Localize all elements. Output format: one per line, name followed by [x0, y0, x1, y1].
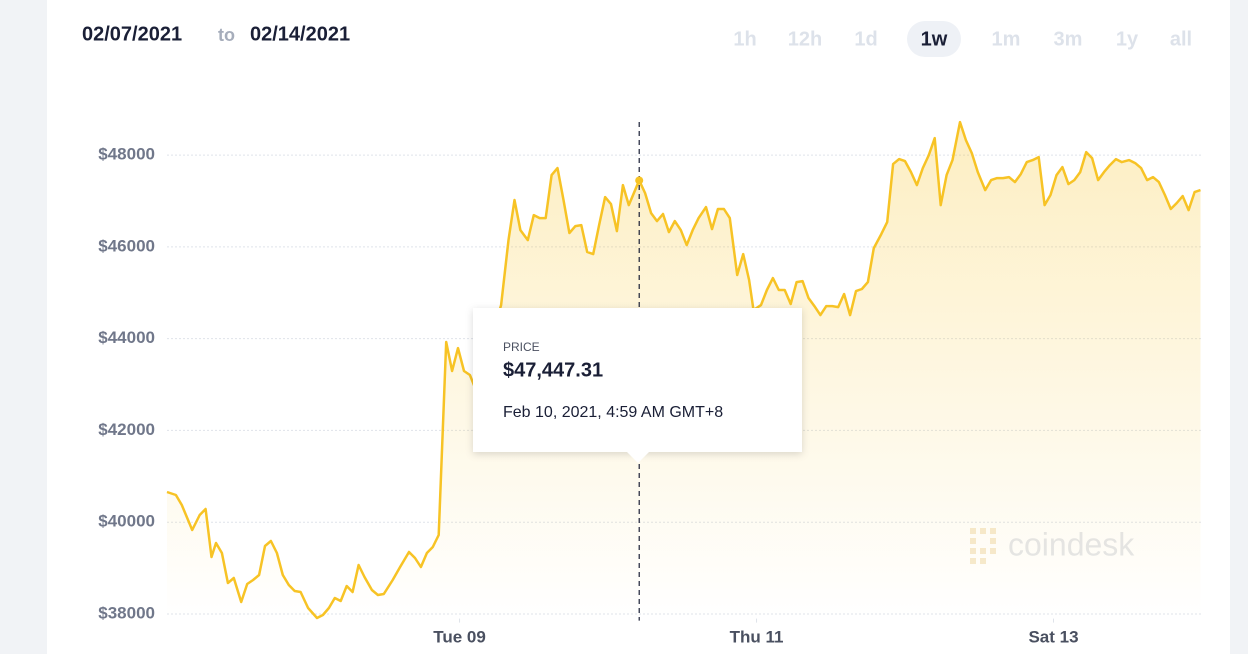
price-line: [166, 120, 1201, 620]
range-button[interactable]: 1m: [992, 28, 1021, 50]
tooltip-pointer: [626, 451, 650, 463]
range-button[interactable]: 3m: [1054, 28, 1083, 50]
y-tick-label: $46000: [98, 236, 155, 255]
range-button[interactable]: 12h: [788, 28, 822, 50]
x-tick-label: Sat 13: [1028, 627, 1078, 646]
y-tick-label: $42000: [98, 420, 155, 439]
tooltip-time: Feb 10, 2021, 4:59 AM GMT+8: [503, 404, 723, 421]
range-selector: 1h 12h 1d 1w 1m 3m 1y all: [733, 21, 1192, 57]
x-tick-label: Thu 11: [730, 627, 784, 646]
range-button[interactable]: 1y: [1116, 28, 1139, 50]
date-sep: to: [218, 25, 235, 45]
range-button[interactable]: all: [1170, 28, 1192, 50]
date-from: 02/07/2021: [82, 23, 182, 45]
hover-point: [635, 176, 644, 185]
tooltip-box: [473, 308, 802, 452]
y-tick-label: $44000: [98, 328, 155, 347]
y-tick-label: $48000: [98, 145, 155, 164]
y-tick-label: $38000: [98, 603, 155, 622]
range-button[interactable]: 1w: [921, 28, 948, 50]
y-tick-label: $40000: [98, 512, 155, 531]
tooltip-price: $47,447.31: [503, 359, 603, 381]
tooltip-title: PRICE: [503, 340, 540, 354]
tooltip: PRICE $47,447.31 Feb 10, 2021, 4:59 AM G…: [473, 308, 802, 463]
date-to: 02/14/2021: [250, 23, 350, 45]
range-active-bg: [907, 21, 961, 57]
x-tick-label: Tue 09: [433, 627, 486, 646]
range-button[interactable]: 1d: [854, 28, 877, 50]
range-button[interactable]: 1h: [733, 28, 756, 50]
